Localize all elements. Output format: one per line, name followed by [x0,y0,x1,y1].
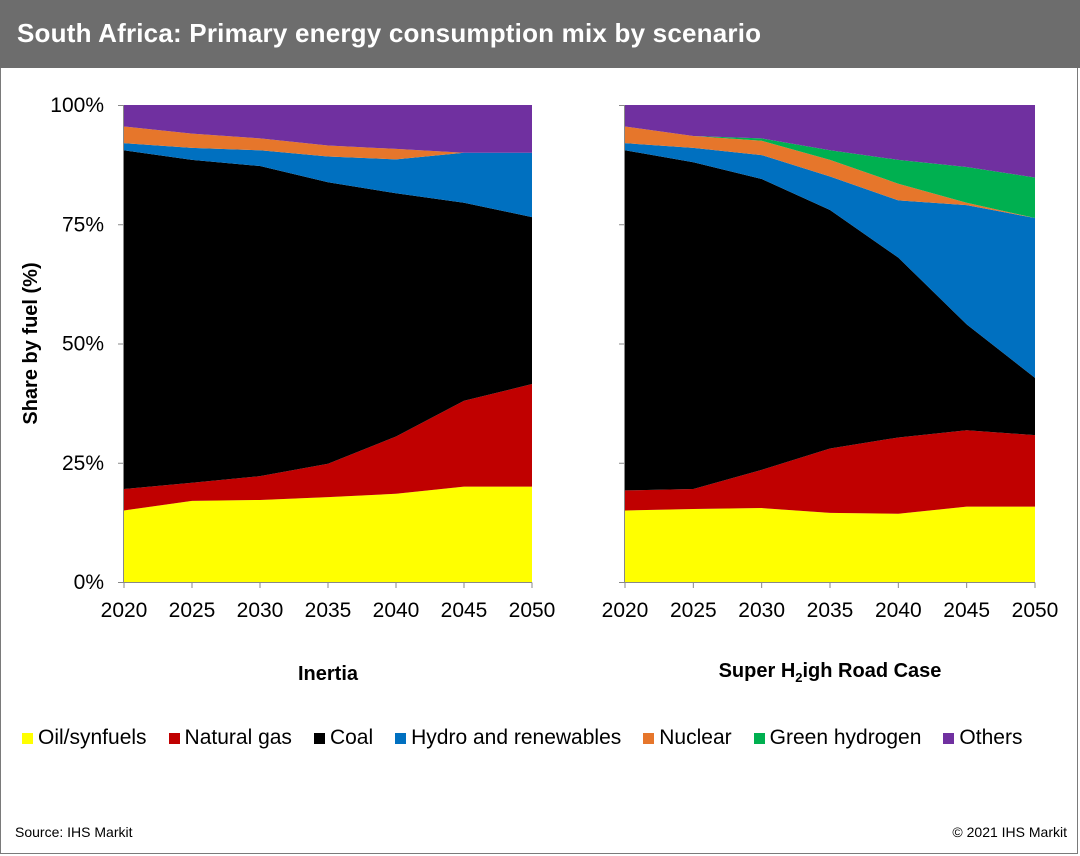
y-tick-label: 0% [74,571,104,594]
legend-label: Green hydrogen [769,726,922,749]
x-tick-label: 2050 [509,599,556,622]
x-tick-label: 2040 [373,599,420,622]
legend-swatch [753,732,765,744]
legend: Oil/synfuels Natural gas Coal Hydro and ren… [22,724,1072,752]
x-tick-label: 2045 [441,599,488,622]
x-tick-label: 2035 [807,599,854,622]
legend-swatch [313,732,325,744]
area-green-hydrogen-panel-2 [625,126,1035,219]
chart-title: South Africa: Primary energy consumption… [17,18,762,48]
area-hydro-and-renewables-panel-2 [625,143,1035,378]
legend-swatch [22,732,33,744]
x-tick-label: 2020 [602,599,649,622]
panel-title-inertia: Inertia [298,663,359,685]
title-bar: South Africa: Primary energy consumption… [0,0,1080,68]
area-oil-synfuels-panel-1 [124,486,532,582]
area-coal-panel-2 [625,150,1035,491]
x-tick-label: 2030 [738,599,785,622]
legend-item-oil-synfuels: Oil/synfuels [22,726,147,750]
legend-item-coal: Coal [313,726,374,750]
x-tick-label: 2050 [1012,599,1059,622]
legend-label: Others [959,726,1023,749]
y-axis-title: Share by fuel (%) [20,262,42,424]
area-others-panel-2 [625,105,1035,178]
x-tick-label: 2020 [101,599,148,622]
legend-label: Hydro and renewables [411,726,622,749]
x-tick-label: 2025 [670,599,717,622]
x-tick-label: 2045 [943,599,990,622]
area-nuclear-panel-1 [124,126,532,160]
area-natural-gas-panel-1 [124,384,532,511]
area-others-panel-1 [124,105,532,153]
y-tick-label: 100% [50,94,104,117]
legend-swatch [943,732,955,744]
legend-label: Nuclear [659,726,732,749]
panel-title-super-high-road: Super H2igh Road Case [719,660,942,685]
area-oil-synfuels-panel-2 [625,506,1035,582]
y-tick-label: 75% [62,213,104,236]
legend-item-nuclear: Nuclear [643,726,732,750]
area-hydro-and-renewables-panel-1 [124,143,532,218]
legend-label: Oil/synfuels [38,726,147,749]
copyright-note: © 2021 IHS Markit [952,824,1067,840]
y-tick-label: 25% [62,452,104,475]
area-nuclear-panel-2 [625,126,1035,219]
legend-swatch [643,732,655,744]
legend-swatch [395,732,407,744]
legend-swatch [168,732,180,744]
legend-item-natural-gas: Natural gas [168,726,292,750]
legend-item-green-hydrogen: Green hydrogen [753,726,922,750]
x-tick-label: 2025 [169,599,216,622]
area-natural-gas-panel-2 [625,430,1035,514]
area-coal-panel-1 [124,150,532,489]
legend-item-others: Others [943,726,1022,750]
x-tick-label: 2040 [875,599,922,622]
legend-label: Natural gas [184,726,292,749]
x-tick-label: 2030 [237,599,284,622]
source-note: Source: IHS Markit [15,824,133,840]
legend-label: Coal [329,726,374,749]
x-tick-label: 2035 [305,599,352,622]
y-tick-label: 50% [62,333,104,356]
legend-item-hydro-and-renewables: Hydro and renewables [395,726,621,750]
